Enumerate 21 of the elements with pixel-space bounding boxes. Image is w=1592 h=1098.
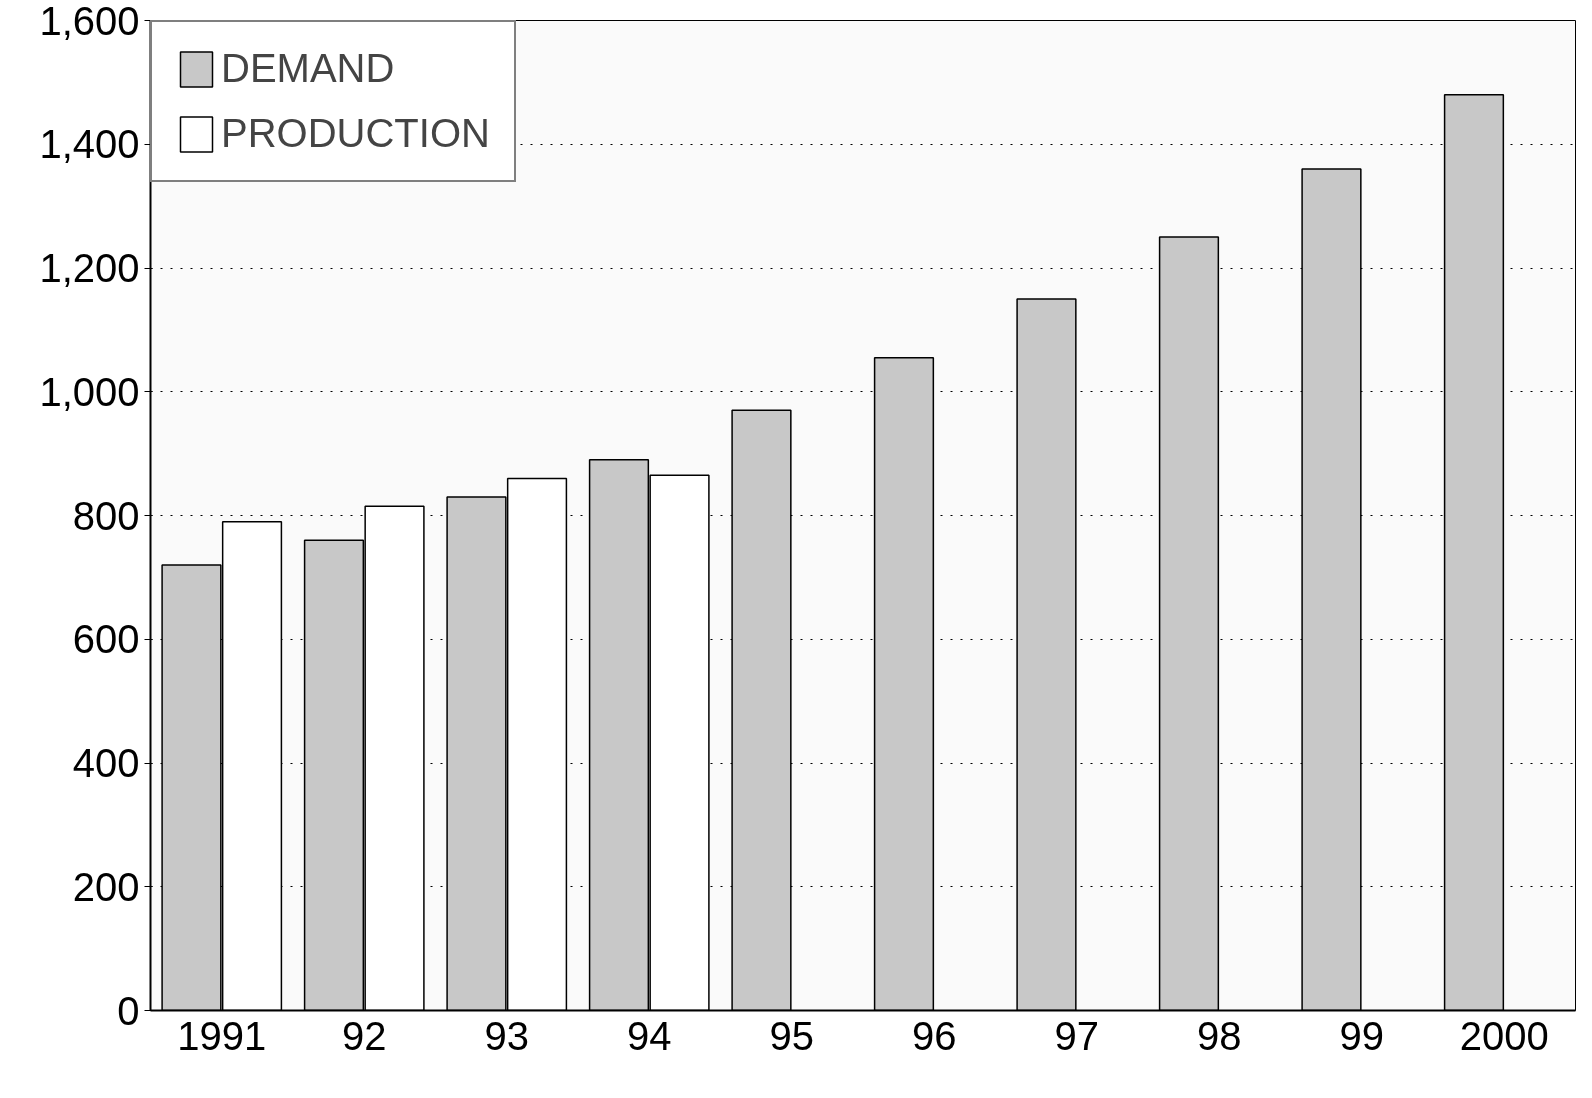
y-tick-label: 1,400 [39,122,140,167]
y-tick-label: 1,200 [39,246,140,290]
x-tick-label: 93 [484,1013,529,1058]
x-tick-label: 97 [1054,1013,1099,1058]
x-tick-label: 99 [1339,1013,1384,1058]
legend-label: DEMAND [221,46,395,91]
y-tick-label: 800 [72,493,140,538]
x-tick-label: 95 [769,1013,814,1058]
y-tick-label: 200 [72,864,140,909]
x-tick-label: 98 [1197,1013,1242,1058]
legend-label: PRODUCTION [221,111,490,156]
x-tick-label: 1991 [177,1013,267,1058]
x-tick-label: 96 [912,1013,957,1058]
y-tick-label: 400 [72,741,140,785]
y-tick-label: 1,600 [39,0,140,43]
y-tick-label: 1,000 [39,369,140,414]
x-tick-label: 92 [342,1013,387,1058]
y-tick-label: 600 [72,617,140,662]
y-tick-label: 0 [117,988,140,1033]
x-tick-label: 94 [627,1013,672,1058]
x-tick-label: 2000 [1459,1013,1549,1058]
